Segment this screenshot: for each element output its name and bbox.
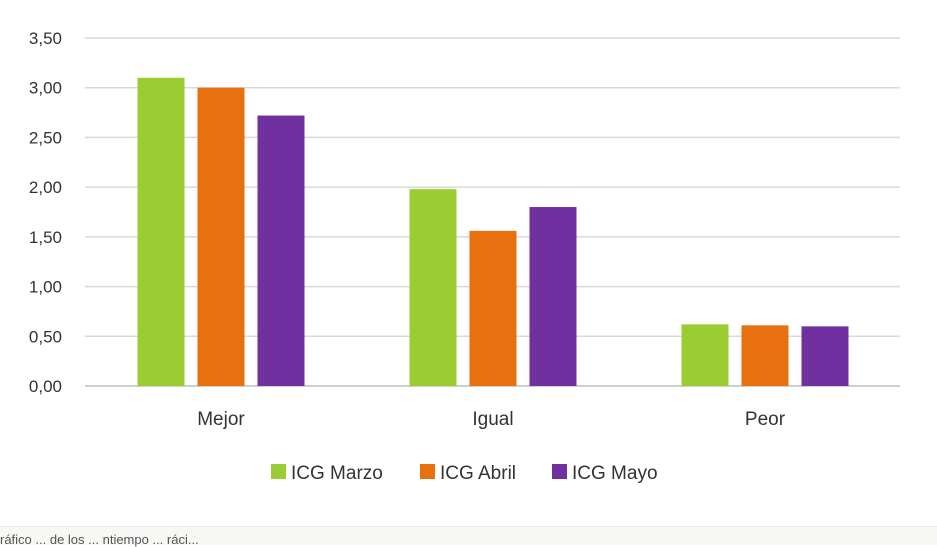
y-tick-label: 1,00	[29, 278, 62, 297]
caption-strip	[0, 526, 937, 545]
bar-peor-icg-abril	[741, 325, 789, 386]
figure-caption: ráfico ... de los ... ntiempo ... ráci..…	[0, 532, 199, 547]
legend-label: ICG Marzo	[291, 463, 383, 484]
x-axis-category-labels: Mejor Igual Peor	[197, 409, 785, 430]
bar-mejor-icg-mayo	[257, 115, 305, 386]
y-tick-label: 3,00	[29, 79, 62, 98]
y-tick-label: 2,50	[29, 128, 62, 147]
x-category-label: Mejor	[197, 409, 245, 430]
legend-swatch	[552, 464, 567, 479]
legend: ICG Marzo ICG Abril ICG Mayo	[271, 463, 658, 484]
bar-igual-icg-abril	[469, 230, 517, 386]
bar-igual-icg-marzo	[409, 189, 457, 386]
y-tick-label: 0,50	[29, 327, 62, 346]
x-category-label: Igual	[472, 409, 513, 430]
y-tick-label: 3,50	[29, 29, 62, 48]
legend-swatch	[420, 464, 435, 479]
legend-swatch	[271, 464, 286, 479]
bars	[137, 77, 849, 387]
y-tick-label: 2,00	[29, 178, 62, 197]
legend-label: ICG Mayo	[572, 463, 658, 484]
bar-peor-icg-mayo	[801, 326, 849, 386]
legend-label: ICG Abril	[440, 463, 516, 484]
x-category-label: Peor	[745, 409, 786, 430]
bar-mejor-icg-abril	[197, 87, 245, 386]
y-axis-tick-labels: 0,00 0,50 1,00 1,50 2,00 2,50 3,00 3,50	[29, 29, 62, 396]
y-tick-label: 1,50	[29, 228, 62, 247]
y-tick-label: 0,00	[29, 377, 62, 396]
bar-igual-icg-mayo	[529, 207, 577, 386]
bar-peor-icg-marzo	[681, 324, 729, 386]
bar-chart: 0,00 0,50 1,00 1,50 2,00 2,50 3,00 3,50 Mejor Ig…	[29, 29, 900, 484]
bar-mejor-icg-marzo	[137, 77, 185, 387]
